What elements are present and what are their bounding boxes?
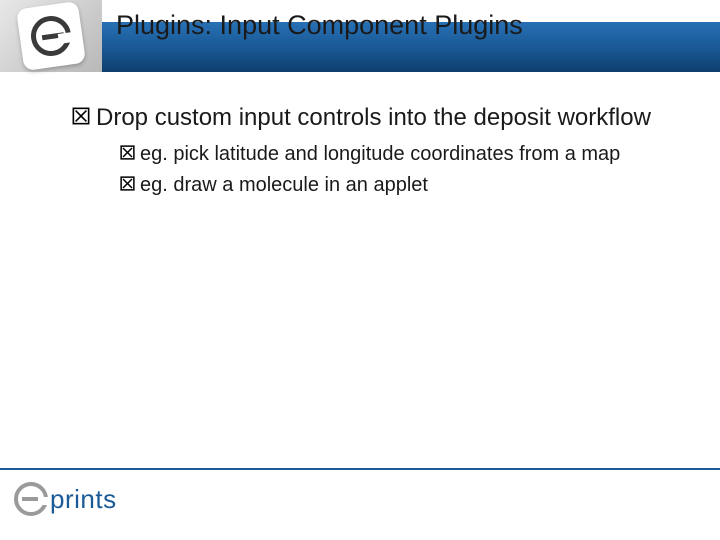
x-box-bullet-icon: [120, 145, 135, 160]
slide-content: Drop custom input controls into the depo…: [0, 72, 720, 199]
main-bullet-text: Drop custom input controls into the depo…: [96, 102, 651, 133]
header-logo-area: [0, 0, 102, 72]
slide-header: Plugins: Input Component Plugins: [0, 0, 720, 72]
main-bullet-row: Drop custom input controls into the depo…: [72, 102, 672, 133]
slide-footer: prints: [0, 468, 720, 540]
x-box-bullet-icon: [72, 107, 90, 125]
x-box-bullet-icon: [120, 176, 135, 191]
e-logo-icon: [28, 13, 73, 58]
sub-bullet-text: eg. draw a molecule in an applet: [140, 172, 428, 199]
header-logo-tile: [16, 1, 86, 71]
sub-bullet-text: eg. pick latitude and longitude coordina…: [140, 141, 620, 168]
footer-logo: prints: [14, 482, 117, 516]
sub-bullet-list: eg. pick latitude and longitude coordina…: [120, 141, 672, 199]
sub-bullet-row: eg. draw a molecule in an applet: [120, 172, 672, 199]
footer-logo-text: prints: [50, 484, 117, 515]
sub-bullet-row: eg. pick latitude and longitude coordina…: [120, 141, 672, 168]
e-logo-icon: [14, 482, 48, 516]
slide-title: Plugins: Input Component Plugins: [116, 10, 523, 41]
footer-divider: [0, 468, 720, 470]
